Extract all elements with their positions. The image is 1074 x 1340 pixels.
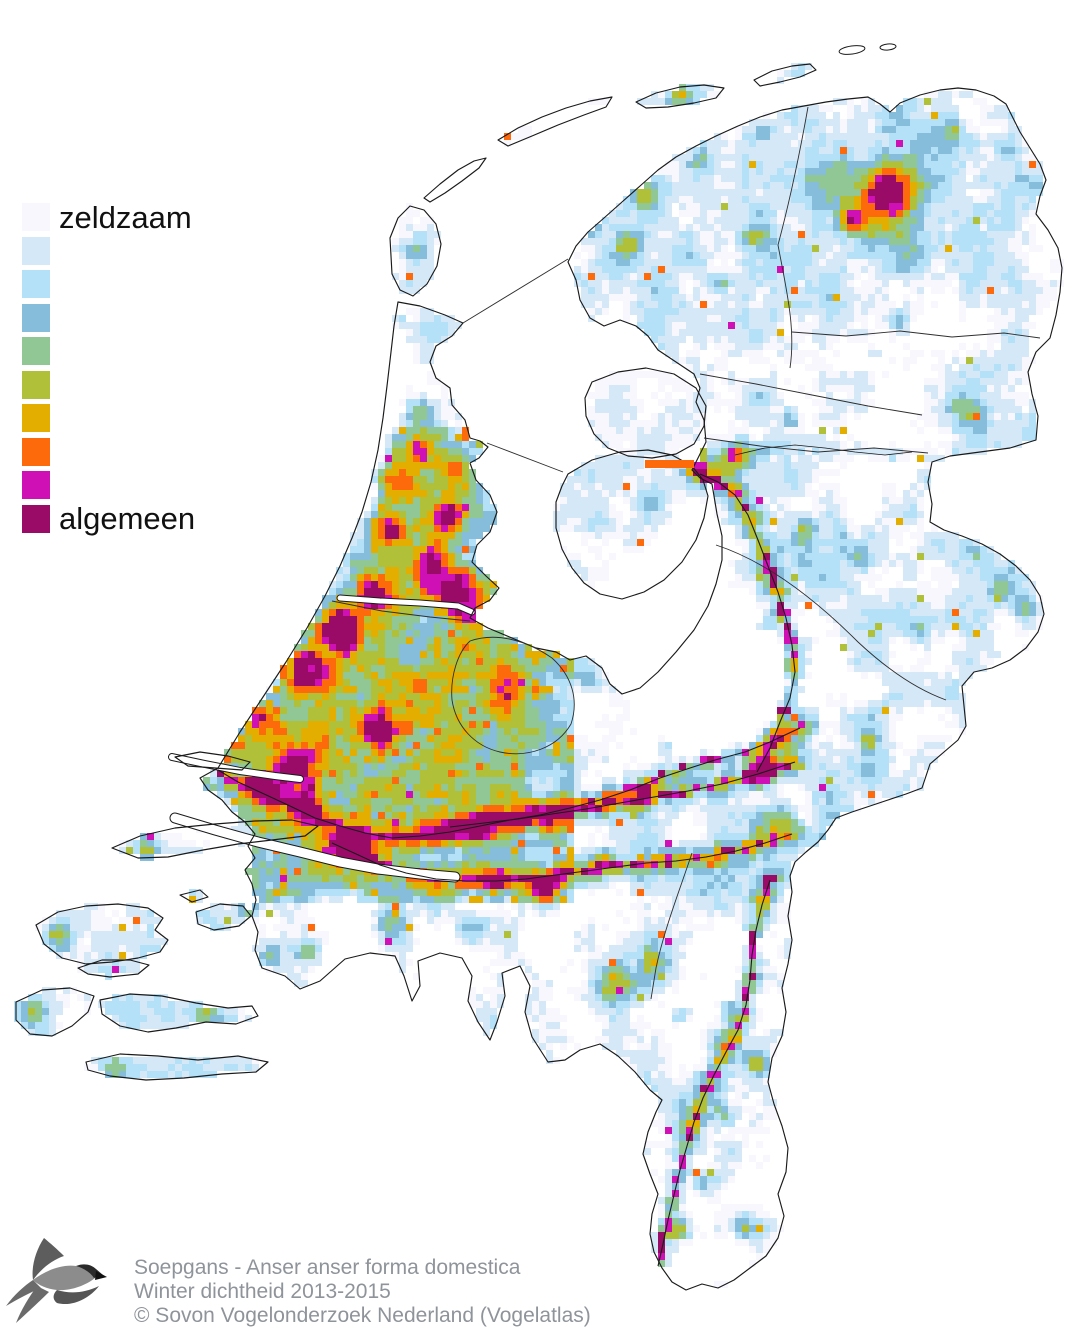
legend-row	[22, 303, 195, 332]
legend-swatch	[22, 437, 50, 466]
legend-row	[22, 337, 195, 365]
legend-swatch	[22, 370, 50, 399]
legend-swatch	[22, 270, 50, 298]
legend-swatch	[22, 404, 50, 432]
water-channels	[168, 594, 476, 883]
map-caption: Soepgans - Anser anser forma domestica W…	[134, 1256, 591, 1328]
legend-label-common: algemeen	[59, 501, 196, 536]
legend-swatch	[22, 303, 50, 332]
legend-row	[22, 404, 195, 432]
copyright-line: © Sovon Vogelonderzoek Nederland (Vogela…	[134, 1304, 591, 1327]
legend: zeldzaam algemeen	[22, 199, 196, 538]
legend-row	[22, 236, 195, 265]
map-subtitle: Winter dichtheid 2013-2015	[134, 1280, 391, 1303]
legend-swatch	[22, 504, 50, 533]
dike-bar	[645, 460, 694, 468]
legend-row	[22, 437, 195, 466]
legend-swatch	[22, 471, 50, 499]
legend-swatch	[22, 203, 50, 231]
legend-row	[22, 270, 195, 298]
swallow-icon	[6, 1238, 107, 1323]
species-title: Soepgans - Anser anser forma domestica	[134, 1256, 521, 1279]
legend-row: zeldzaam	[22, 199, 195, 235]
legend-swatch	[22, 236, 50, 265]
sovon-logo: Sovon	[6, 1228, 136, 1336]
legend-swatch	[22, 337, 50, 365]
legend-row	[22, 370, 195, 399]
legend-label-rare: zeldzaam	[59, 199, 192, 235]
heatmap-cells	[14, 63, 1064, 1288]
coastline	[15, 63, 1063, 1291]
legend-row: algemeen	[22, 501, 196, 536]
legend-row	[22, 471, 195, 499]
wadden-islets	[838, 43, 897, 55]
rivers	[217, 444, 913, 1267]
province-borders	[331, 106, 1041, 1000]
